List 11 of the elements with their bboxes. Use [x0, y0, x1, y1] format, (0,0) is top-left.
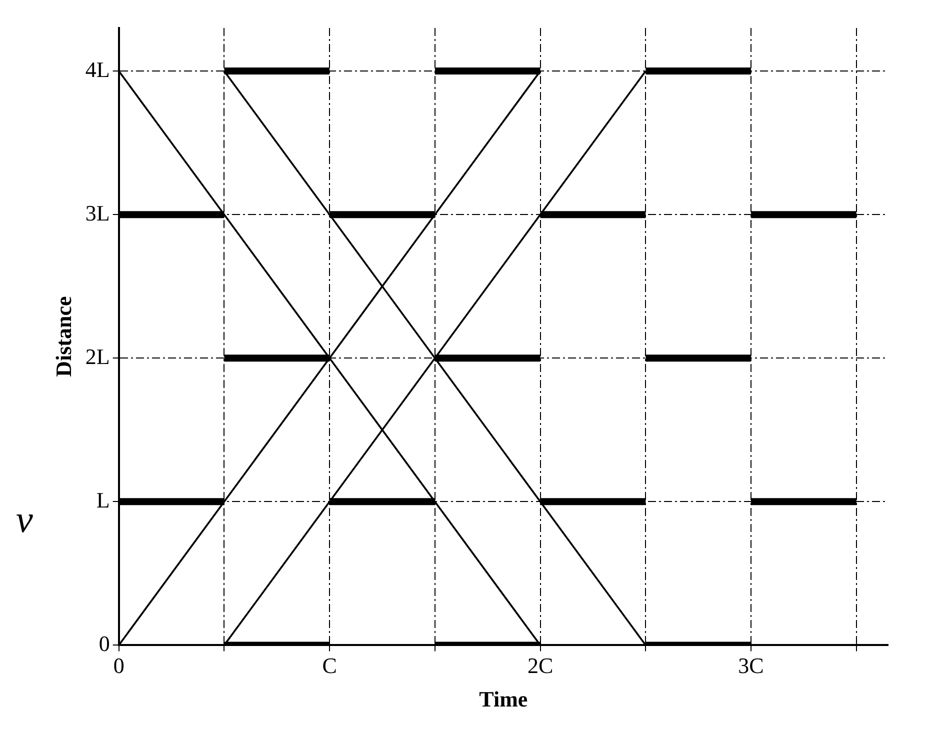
- y-tick-label: 0: [98, 630, 110, 656]
- x-tick-label: 3C: [738, 653, 764, 678]
- text: v: [16, 498, 33, 542]
- x-tick-label: C: [322, 653, 337, 678]
- y-tick-label: 3L: [85, 200, 110, 226]
- y-tick-label: L: [96, 487, 110, 512]
- x-axis-title: Time: [479, 686, 528, 712]
- y-axis-title: Distance: [50, 296, 76, 377]
- y-tick-label: 4L: [85, 56, 110, 82]
- y-tick-label: 2L: [85, 344, 110, 369]
- x-tick-label: 2C: [527, 653, 554, 678]
